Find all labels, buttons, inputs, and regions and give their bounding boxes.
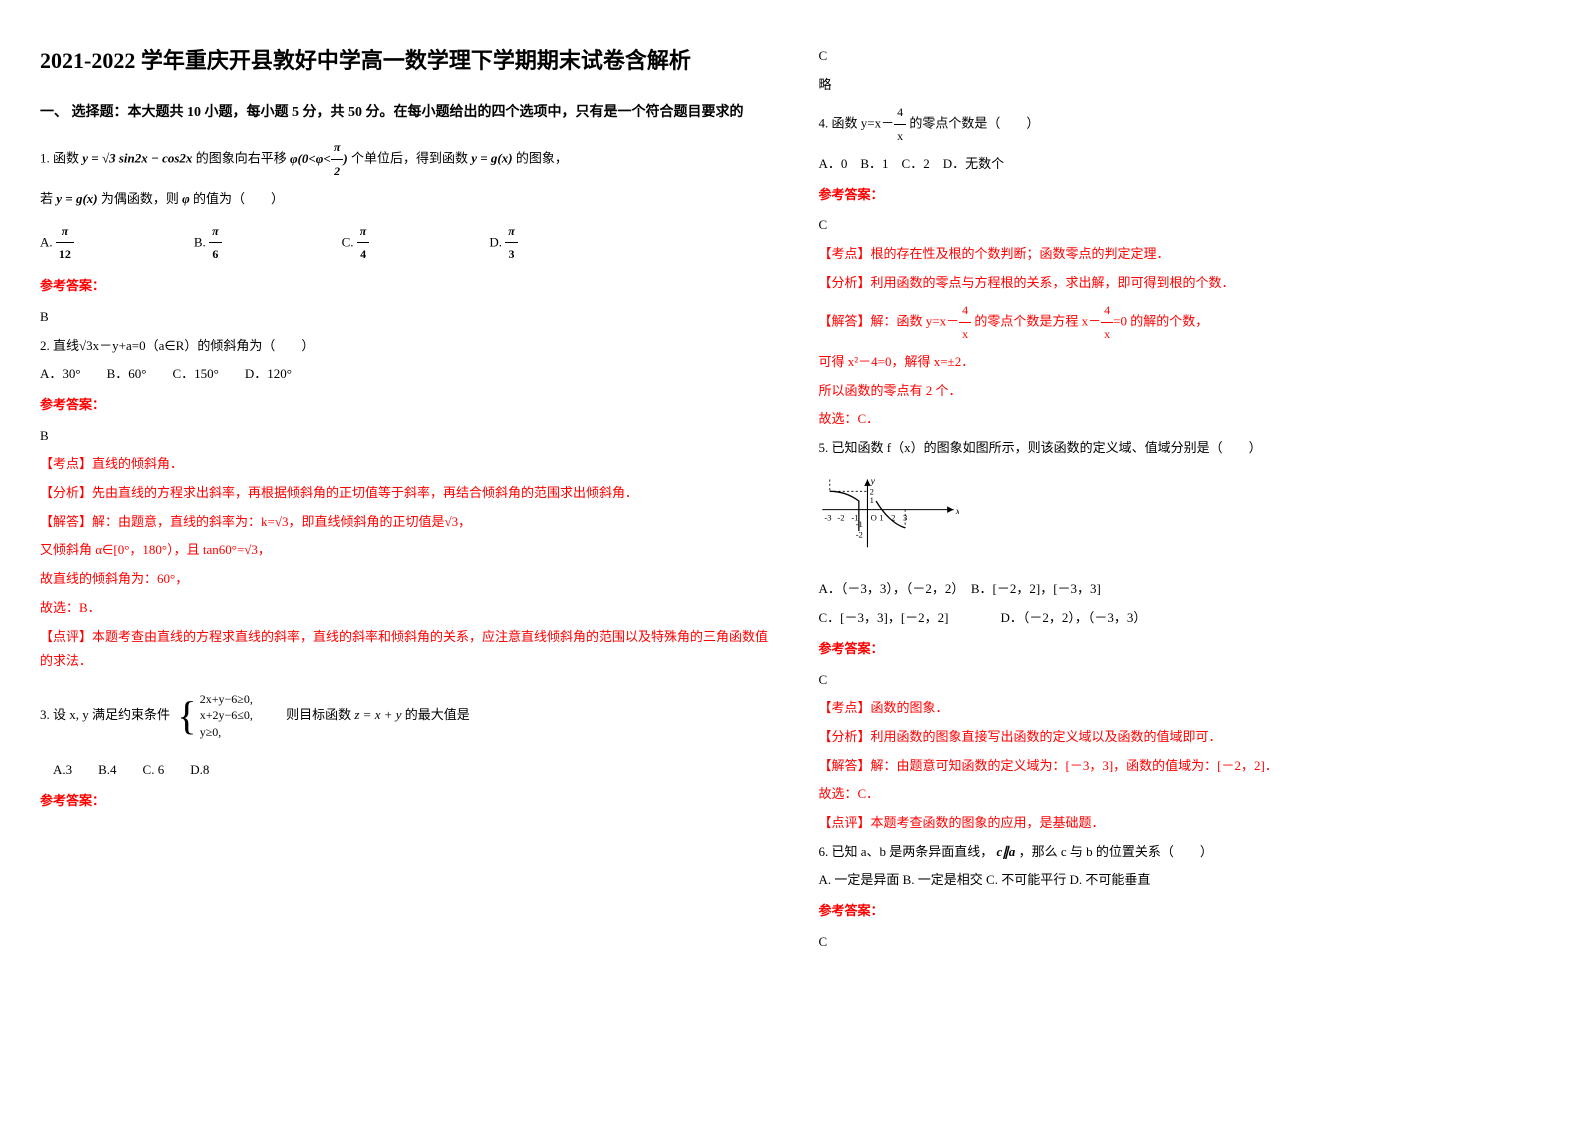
q5-jieda2: 故选：C． [819,782,1548,807]
q5-answer: C [819,668,1548,693]
q6-opts: A. 一定是异面 B. 一定是相交 C. 不可能平行 D. 不可能垂直 [819,868,1548,893]
q1-mid2: 个单位后，得到函数 [351,151,468,166]
q4-answer-label: 参考答案： [819,183,1548,208]
q5-fenxi: 【分析】利用函数的图象直接写出函数的定义域以及函数的值域即可． [819,725,1548,750]
q1-optC: C. π4 [342,220,370,267]
q2-text: 2. 直线√3x－y+a=0（a∈R）的倾斜角为（ ） [40,334,769,359]
q5-graph: x y -3 -2 -1 O 1 2 3 2 1 -1 -2 [819,475,959,555]
q6-answer-label: 参考答案： [819,899,1548,924]
q1-answer: B [40,305,769,330]
svg-text:-2: -2 [837,512,844,522]
q5-dianping: 【点评】本题考查函数的图象的应用，是基础题． [819,811,1548,836]
q2-fenxi: 【分析】先由直线的方程求出斜率，再根据倾斜角的正切值等于斜率，再结合倾斜角的范围… [40,481,769,506]
q4-opts: A．0 B．1 C．2 D．无数个 [819,152,1548,177]
q6-text: 6. 已知 a、b 是两条异面直线， c∥a ，那么 c 与 b 的位置关系（ … [819,840,1548,865]
q6-answer: C [819,930,1548,955]
q2-jieda4: 故选：B． [40,596,769,621]
q2-answer-label: 参考答案： [40,393,769,418]
q6-prefix: 6. 已知 a、b 是两条异面直线， [819,844,994,859]
q1-answer-label: 参考答案： [40,274,769,299]
q1-l2-end: 的值为（ ） [193,191,284,206]
q1-prefix: 1. 函数 [40,151,79,166]
q5-kaodian: 【考点】函数的图象． [819,696,1548,721]
svg-text:2: 2 [891,512,895,522]
q4-fenxi: 【分析】利用函数的零点与方程根的关系，求出解，即可得到根的个数． [819,271,1548,296]
q2-dianping: 【点评】本题考查由直线的方程求直线的斜率，直线的斜率和倾斜角的关系，应注意直线倾… [40,625,769,674]
q2-kaodian: 【考点】直线的倾斜角． [40,452,769,477]
q4-jieda1: 【解答】解：函数 y=x－4x 的零点个数是方程 x－4x=0 的解的个数， [819,299,1548,346]
q3-lue: 略 [819,73,1548,98]
q5-answer-label: 参考答案： [819,637,1548,662]
q4-jieda3: 所以函数的零点有 2 个． [819,379,1548,404]
section-header: 一、 选择题：本大题共 10 小题，每小题 5 分，共 50 分。在每小题给出的… [40,100,769,127]
q1-l2-prefix: 若 [40,191,53,206]
q5-optAB: A．（－3，3），（－2，2） B．[－2，2]，[－3，3] [819,577,1548,602]
q1-mid1: 的图象向右平移 [196,151,287,166]
q3-answer: C [819,44,1548,69]
q5-optCD: C．[－3，3]，[－2，2] D．（－2，2），（－3，3） [819,606,1548,631]
q4-text: 4. 函数 y=x－4x 的零点个数是（ ） [819,101,1548,148]
q6-end: ，那么 c 与 b 的位置关系（ ） [1019,844,1213,859]
q1-l2-mid: 为偶函数，则 [101,191,179,206]
q2-answer: B [40,424,769,449]
q3-mid: 则目标函数 [286,707,351,722]
q4-jieda2: 可得 x²－4=0，解得 x=±2． [819,350,1548,375]
q1-text: 1. 函数 y = √3 sin2x − cos2x 的图象向右平移 φ(0<φ… [40,136,769,183]
svg-text:-1: -1 [855,519,862,529]
q1-options: A. π12 B. π6 C. π4 D. π3 [40,220,769,267]
svg-text:1: 1 [869,495,873,505]
q1-optB: B. π6 [194,220,222,267]
q5-jieda1: 【解答】解：由题意可知函数的定义域为：[－3，3]，函数的值域为：[－2，2]． [819,754,1548,779]
q2-jieda2: 又倾斜角 α∈[0°，180°），且 tan60°=√3， [40,538,769,563]
q1-end: 的图象， [516,151,568,166]
q3-prefix: 3. 设 x, y 满足约束条件 [40,707,170,722]
q1-optD: D. π3 [489,220,517,267]
q2-opts: A．30° B．60° C．150° D．120° [40,362,769,387]
q5-text: 5. 已知函数 f（x）的图象如图所示，则该函数的定义域、值域分别是（ ） [819,436,1548,461]
q1-line2: 若 y = g(x) 为偶函数，则 φ 的值为（ ） [40,187,769,212]
q3-end: 的最大值是 [405,707,470,722]
svg-text:3: 3 [903,512,907,522]
q4-jieda4: 故选：C． [819,407,1548,432]
q4-kaodian: 【考点】根的存在性及根的个数判断；函数零点的判定定理． [819,242,1548,267]
svg-text:1: 1 [879,512,883,522]
q2-jieda3: 故直线的倾斜角为：60°， [40,567,769,592]
q3-text: 3. 设 x, y 满足约束条件 { 2x+y−6≥0,x+2y−6≤0,y≥0… [40,678,769,754]
svg-text:x: x [954,506,958,517]
svg-text:y: y [869,476,875,487]
svg-text:-3: -3 [824,512,831,522]
exam-title: 2021-2022 学年重庆开县敦好中学高一数学理下学期期末试卷含解析 [40,40,769,82]
q1-optA: A. π12 [40,220,74,267]
q3-opts: A.3 B.4 C. 6 D.8 [40,758,769,783]
q3-answer-label: 参考答案： [40,789,769,814]
svg-text:-2: -2 [855,529,862,539]
q2-jieda1: 【解答】解：由题意，直线的斜率为：k=√3，即直线倾斜角的正切值是√3， [40,510,769,535]
svg-text:O: O [870,512,876,522]
q4-answer: C [819,213,1548,238]
